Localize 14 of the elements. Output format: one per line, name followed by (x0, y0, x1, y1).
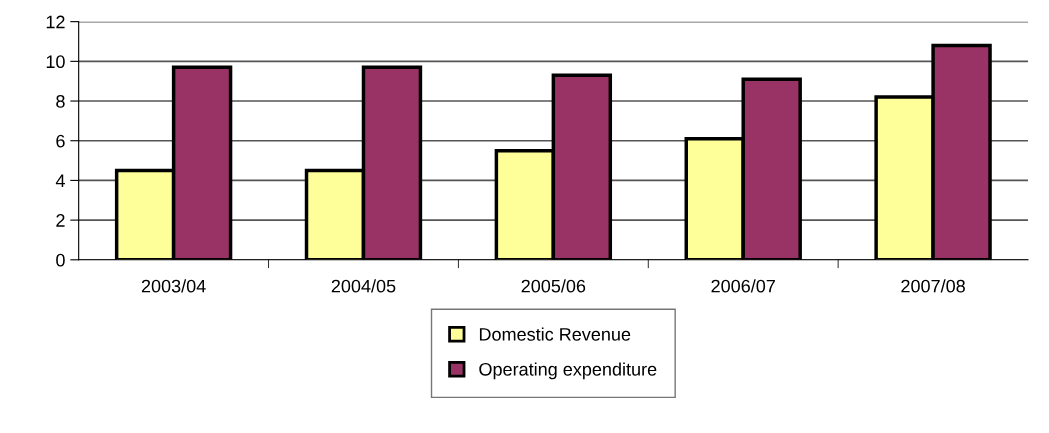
x-tick-label: 2004/05 (331, 279, 396, 293)
y-tick-label: 12 (46, 15, 65, 29)
y-tick-label: 2 (56, 214, 65, 227)
x-tick-label: 2005/06 (521, 279, 586, 293)
x-tick-label: 2006/07 (711, 279, 775, 293)
x-tick-label: 2007/08 (901, 279, 965, 293)
y-tick-label: 8 (56, 94, 65, 108)
y-tick-label: 0 (56, 253, 65, 267)
x-tick-label: 2003/04 (141, 279, 206, 293)
y-tick-label: 6 (56, 134, 65, 148)
y-tick-label: 10 (46, 55, 65, 69)
legend-label: Domestic Revenue (479, 327, 631, 341)
y-tick-label: 4 (55, 174, 65, 187)
legend-label: Operating expenditure (479, 362, 657, 380)
